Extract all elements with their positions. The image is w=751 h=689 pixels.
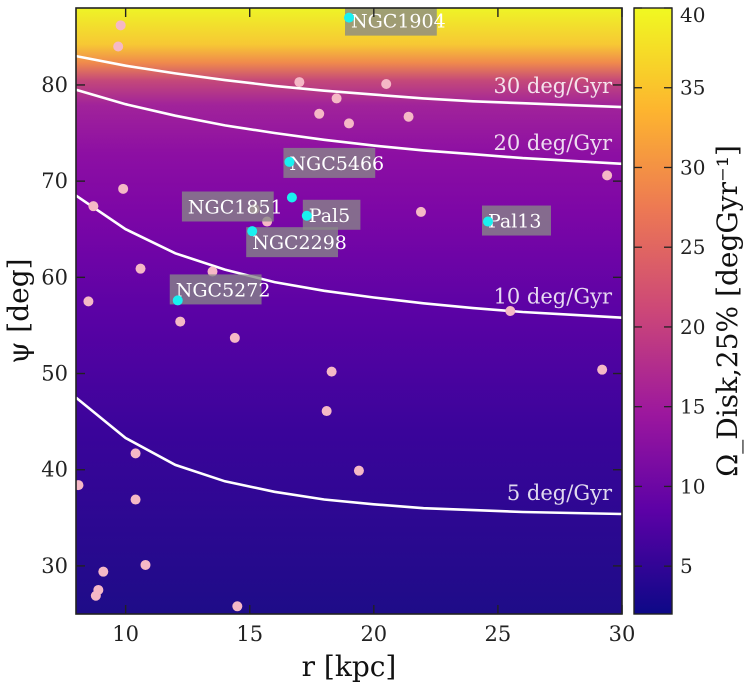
contour-label-20: 20 deg/Gyr [494,131,613,155]
cluster-point [130,448,141,459]
contour-labels: 5 deg/Gyr 10 deg/Gyr 20 deg/Gyr 30 deg/Gyr [494,74,613,505]
cluster-point [602,170,613,181]
cluster-point [344,118,354,129]
callout-box-ngc2298 [246,227,339,258]
cluster-point [232,601,243,612]
y-tick-label: 40 [41,458,68,482]
colorbar-tick-label: 10 [680,474,705,498]
callout-box-ngc5466 [283,147,376,178]
cluster-point [90,590,101,601]
cluster-point [135,263,146,274]
plot-content: NGC1904 NGC5466 NGC1851 Pal5 NGC2298 Pal13 NGC… [76,8,622,612]
callout-box-ngc1851 [181,191,274,222]
y-tick-label: 30 [41,554,68,578]
callout-label-ngc1851: NGC1851 [188,196,283,218]
cluster-point [353,465,364,476]
y-tick-label: 60 [41,265,68,289]
cluster-point [229,332,240,343]
colorbar-tick-label: 35 [680,76,705,100]
highlighted-point-pal5 [301,210,312,221]
cluster-point [314,108,325,119]
callout-box-ngc1904 [345,8,437,36]
callout-box-pal5 [302,199,361,230]
highlighted-point-ngc5466 [284,156,295,167]
y-axis-ticks: 30 40 50 60 70 80 [41,73,622,578]
cluster-point [83,296,94,307]
colorbar-ticks: 5 10 15 20 25 30 35 40 [634,3,705,578]
y-tick-label: 80 [41,73,68,97]
colorbar-tick-label: 30 [680,155,705,179]
callout-box-ngc5272 [169,274,262,305]
cluster-point [207,266,218,277]
cluster-point [130,494,141,505]
cluster-point [175,316,186,327]
contour-line-20 [76,88,622,166]
highlighted-point-ngc2298 [247,226,258,237]
cluster-point [115,20,126,31]
colorbar-tick-label: 5 [680,554,693,578]
callout-label-pal5: Pal5 [309,205,350,227]
contour-line-10 [76,194,622,319]
callout-label-ngc5272: NGC5272 [176,279,271,301]
colorbar [633,7,673,615]
colorbar-tick-label: 20 [680,315,705,339]
contour-label-30: 30 deg/Gyr [494,74,613,98]
callout-box-pal13 [481,205,551,236]
x-tick-label: 30 [609,622,636,646]
cluster-point [403,111,414,122]
y-tick-label: 70 [41,169,68,193]
cluster-point [415,206,426,217]
cluster-point [113,41,124,52]
cluster-point [140,559,151,570]
callout-label-pal13: Pal13 [488,211,542,233]
contour-label-10: 10 deg/Gyr [494,285,613,309]
x-axis-title: r [kpc] [302,650,397,683]
cluster-point [294,77,305,88]
colorbar-tick-label: 15 [680,395,705,419]
callout-label-ngc1904: NGC1904 [351,11,446,33]
highlighted-point-pal13 [482,216,493,227]
contour-line-30 [76,54,622,109]
plot-frame [75,7,623,615]
cluster-point [76,480,84,491]
y-axis-title: ψ [deg] [2,258,35,363]
colorbar-tick-label: 40 [680,3,705,27]
heatmap-area [76,8,622,614]
cluster-point [597,364,608,375]
colorbar-tick-label: 25 [680,235,705,259]
highlighted-point-ngc1851 [286,192,297,203]
cluster-point [118,183,129,194]
x-tick-label: 25 [485,622,512,646]
y-tick-label: 50 [41,362,68,386]
highlighted-point-ngc5272 [172,295,183,306]
callout-label-ngc2298: NGC2298 [252,232,347,254]
cluster-point [321,406,332,417]
cluster-point [381,78,392,89]
highlighted-point-ngc1904 [344,12,354,23]
x-tick-label: 20 [360,622,387,646]
contour-line-5 [76,396,622,516]
cluster-point [98,566,109,577]
x-tick-label: 10 [112,622,139,646]
cluster-point [88,201,99,212]
contour-lines [76,54,622,516]
callout-label-ngc5466: NGC5466 [289,153,384,175]
contour-label-5: 5 deg/Gyr [507,481,613,505]
cluster-point [326,366,337,377]
cluster-point [331,93,342,104]
cluster-point [505,306,516,316]
cluster-callouts: NGC1904 NGC5466 NGC1851 Pal5 NGC2298 Pal13 NGC… [169,8,551,306]
x-axis-ticks: 10 15 20 25 30 [112,8,635,646]
colorbar-label: Ω_Disk,25% [degGyr⁻¹] [711,145,744,477]
x-tick-label: 15 [236,622,263,646]
